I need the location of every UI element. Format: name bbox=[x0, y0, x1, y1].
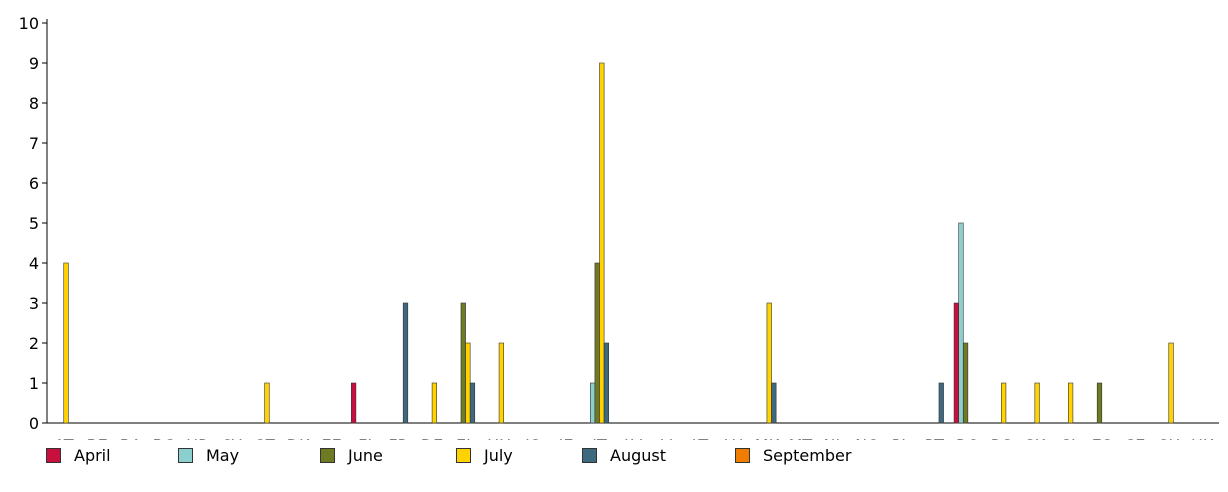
x-tick-label: SI bbox=[1061, 436, 1076, 440]
y-tick-label: 0 bbox=[29, 414, 39, 433]
legend-label-june: June bbox=[348, 445, 383, 465]
bar bbox=[590, 382, 596, 424]
bar bbox=[1168, 342, 1174, 424]
x-tick-label: NO bbox=[855, 436, 880, 440]
x-tick-label: IS bbox=[525, 436, 540, 440]
x-tick-label: LT bbox=[692, 436, 709, 440]
legend-swatch-september bbox=[735, 447, 750, 463]
legend-label-august: August bbox=[610, 445, 666, 465]
x-tick-label: ES bbox=[1092, 436, 1112, 440]
x-tick-label: PL bbox=[892, 436, 911, 440]
bar bbox=[1001, 382, 1007, 424]
y-tick-label: 6 bbox=[29, 174, 39, 193]
x-tick-label: PT bbox=[925, 436, 945, 440]
bar bbox=[962, 342, 969, 424]
bars bbox=[63, 62, 1174, 424]
bar bbox=[603, 342, 610, 424]
x-tick-label: BG bbox=[153, 436, 176, 440]
legend-label-may: May bbox=[206, 445, 240, 465]
bar bbox=[766, 302, 772, 424]
x-tick-label: RS bbox=[991, 436, 1012, 440]
x-tick-label: EL bbox=[456, 436, 475, 440]
legend-item-june: June bbox=[320, 445, 383, 465]
y-tick-label: 4 bbox=[29, 254, 39, 273]
bar bbox=[1068, 382, 1074, 424]
legend-item-september: September bbox=[735, 445, 851, 465]
bar bbox=[938, 382, 944, 424]
x-tick-label: SE bbox=[1125, 436, 1145, 440]
bar bbox=[469, 382, 476, 424]
x-tick-label: DK bbox=[287, 436, 310, 440]
x-tick-label: AT bbox=[54, 436, 74, 440]
x-tick-label: SK bbox=[1025, 436, 1046, 440]
legend-swatch-april bbox=[46, 447, 61, 463]
bar bbox=[351, 382, 357, 424]
legend-item-april: April bbox=[46, 445, 111, 465]
x-tick-label: BA bbox=[120, 436, 142, 440]
legend-item-july: July bbox=[456, 445, 513, 465]
bar bbox=[402, 302, 409, 424]
bar-chart: 0 1 2 3 4 5 6 7 8 9 10 AT BE BA BG HR CY CZ DK EE FI FR DE EL H… bbox=[19, 14, 1219, 440]
legend-item-may: May bbox=[178, 445, 239, 465]
bar bbox=[771, 382, 777, 424]
bar bbox=[1034, 382, 1040, 424]
bar bbox=[465, 342, 471, 424]
x-tick-label: FI bbox=[358, 436, 372, 440]
x-tick-label: CZ bbox=[254, 436, 276, 440]
x-tick-label: UK bbox=[1191, 436, 1214, 440]
x-tick-label: CY bbox=[221, 436, 242, 440]
x-tick-label: HU bbox=[487, 436, 511, 440]
x-tick-label: DE bbox=[421, 436, 443, 440]
y-tick-label: 7 bbox=[29, 134, 39, 153]
legend-label-september: September bbox=[763, 445, 852, 465]
bar bbox=[431, 382, 437, 424]
legend-label-july: July bbox=[484, 445, 513, 465]
bar bbox=[1096, 382, 1103, 424]
x-tick-label: IT bbox=[592, 436, 607, 440]
y-tick-label: 3 bbox=[29, 294, 39, 313]
y-tick-label: 5 bbox=[29, 214, 39, 233]
axes bbox=[46, 19, 1219, 424]
x-tick-label: LV bbox=[624, 436, 642, 440]
legend-label-april: April bbox=[74, 445, 111, 465]
y-axis-ticks: 0 1 2 3 4 5 6 7 8 9 10 bbox=[19, 14, 47, 433]
x-tick-label: FR bbox=[388, 436, 408, 440]
x-tick-label: NL bbox=[823, 436, 844, 440]
x-axis-ticks: AT BE BA BG HR CY CZ DK EE FI FR DE EL HU IS IE IT LV LI LT… bbox=[54, 436, 1214, 440]
x-tick-label: MT bbox=[789, 436, 813, 440]
x-tick-label: MK bbox=[755, 436, 780, 440]
bar bbox=[63, 262, 69, 424]
legend-item-august: August bbox=[582, 445, 666, 465]
legend-swatch-august bbox=[582, 447, 597, 463]
bar bbox=[953, 302, 959, 424]
x-tick-label: HR bbox=[186, 436, 209, 440]
y-tick-label: 10 bbox=[19, 14, 39, 33]
x-tick-label: LI bbox=[660, 436, 674, 440]
x-tick-label: IE bbox=[559, 436, 574, 440]
bar bbox=[460, 302, 466, 424]
bar bbox=[594, 262, 600, 424]
x-tick-label: EE bbox=[322, 436, 342, 440]
y-tick-label: 1 bbox=[29, 374, 39, 393]
y-tick-label: 9 bbox=[29, 54, 39, 73]
x-tick-label: BE bbox=[87, 436, 108, 440]
y-tick-label: 8 bbox=[29, 94, 39, 113]
y-tick-label: 2 bbox=[29, 334, 39, 353]
legend-swatch-july bbox=[456, 447, 471, 463]
legend-swatch-june bbox=[320, 447, 335, 463]
x-tick-label: LU bbox=[724, 436, 744, 440]
bar bbox=[498, 342, 504, 424]
bar bbox=[599, 62, 605, 424]
x-tick-label: RO bbox=[956, 436, 980, 440]
legend-swatch-may bbox=[178, 447, 193, 463]
bar bbox=[958, 222, 964, 424]
bar bbox=[264, 382, 270, 424]
x-tick-label: CH bbox=[1157, 436, 1180, 440]
